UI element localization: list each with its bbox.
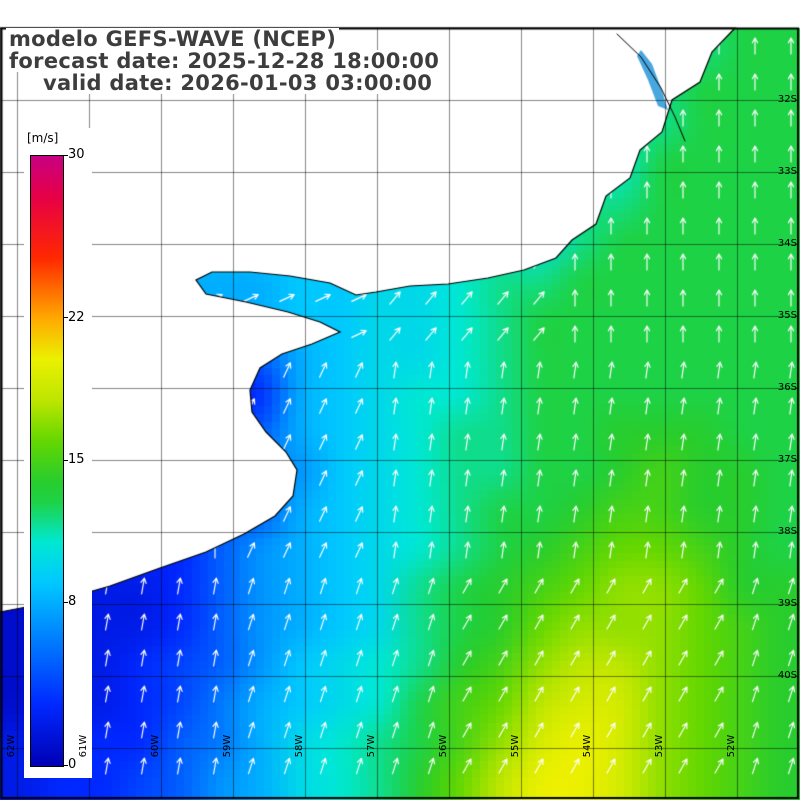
valid-date-line: valid date: 2026-01-03 03:00:00 — [40, 72, 436, 94]
forecast-date-line: forecast date: 2025-12-28 18:00:00 — [6, 50, 443, 72]
colorbar-gradient — [30, 155, 64, 767]
colorbar-tick-mark — [63, 154, 68, 156]
colorbar-tick-label: 15 — [68, 452, 85, 467]
colorbar-tick-label: 30 — [68, 147, 85, 162]
colorbar-tick-label: 22 — [68, 309, 85, 325]
model-title: modelo GEFS-WAVE (NCEP) — [6, 28, 340, 50]
colorbar-tick-mark — [63, 601, 68, 603]
colorbar-tick-mark — [63, 317, 68, 319]
colorbar-tick-mark — [63, 764, 68, 766]
colorbar-unit-label: [m/s] — [27, 131, 59, 145]
header: modelo GEFS-WAVE (NCEP) forecast date: 2… — [6, 28, 443, 94]
colorbar-tick-label: 8 — [68, 594, 77, 610]
colorbar-tick-mark — [63, 459, 68, 461]
colorbar: [m/s] 30 22 15 8 0 — [24, 128, 92, 778]
colorbar-tick-label: 0 — [68, 757, 77, 772]
